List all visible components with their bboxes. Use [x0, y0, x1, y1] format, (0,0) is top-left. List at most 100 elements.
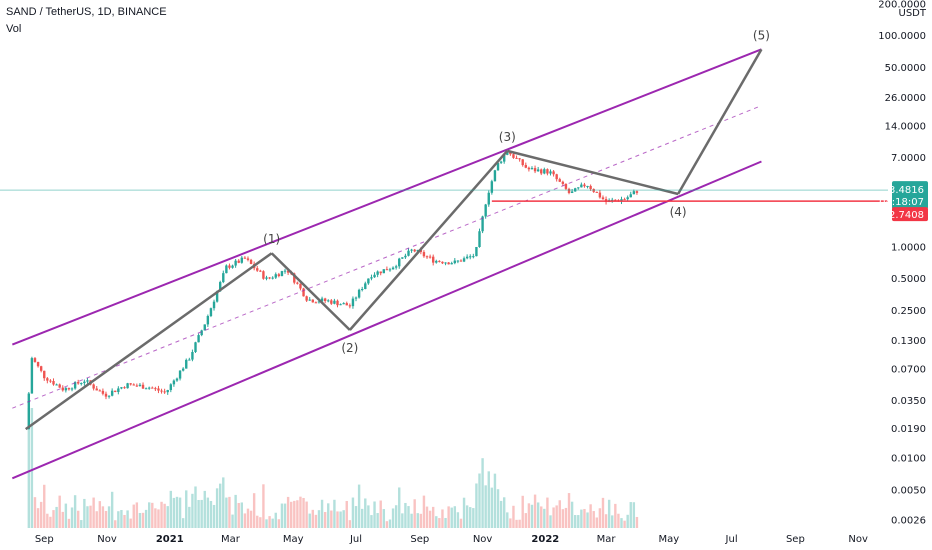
candle-body — [129, 383, 132, 385]
price-tick-label: 0.0190 — [891, 424, 926, 435]
candle-body — [311, 299, 315, 303]
volume-bar — [61, 511, 64, 528]
candle-body — [558, 179, 561, 182]
volume-bar — [487, 471, 490, 528]
volume-bar — [262, 484, 265, 528]
volume-bar — [70, 507, 74, 528]
volume-bar — [163, 503, 166, 528]
volume-bar — [567, 493, 571, 528]
level-label: 2.7408 — [889, 210, 924, 221]
volume-bar — [154, 508, 157, 528]
candle-body — [286, 270, 290, 273]
candle-body — [203, 324, 206, 331]
candle-body — [499, 161, 503, 163]
volume-bar — [342, 510, 345, 528]
candle-body — [43, 370, 46, 379]
volume-bar — [601, 497, 605, 528]
candle-body — [274, 274, 277, 278]
volume-bar — [141, 512, 145, 528]
volume-bar — [580, 509, 583, 528]
candle-body — [169, 384, 173, 391]
volume-bar — [234, 494, 237, 528]
candle-body — [438, 260, 441, 262]
candle-body — [243, 257, 247, 259]
candle-body — [181, 368, 185, 371]
candle-body — [323, 298, 327, 301]
price-scale[interactable]: 200.0000 100.0000 50.0000 26.0000 14.0000 7.0… — [878, 0, 932, 550]
candle-body — [530, 168, 534, 170]
candle-body — [475, 246, 478, 257]
volume-bar — [354, 506, 358, 528]
volume-bar — [188, 506, 191, 528]
volume-bar — [39, 501, 43, 528]
candle-body — [407, 250, 410, 256]
candle-body — [265, 277, 268, 279]
volume-indicator-label[interactable]: Vol — [6, 23, 22, 35]
volume-bar — [132, 504, 135, 528]
volume-bar — [246, 508, 250, 528]
candle-body — [518, 158, 521, 160]
volume-bar — [515, 519, 518, 528]
candle-body — [388, 269, 392, 271]
volume-bar — [367, 505, 370, 528]
volume-bar — [305, 501, 308, 528]
price-tick-label: 26.0000 — [885, 93, 926, 104]
candle-body — [580, 184, 583, 188]
time-tick-label: May — [283, 534, 304, 545]
candle-body — [345, 303, 348, 306]
candle-body — [398, 258, 401, 267]
volume-bar — [308, 513, 311, 528]
time-tick-label: Nov — [97, 534, 117, 545]
candle-body — [629, 194, 632, 198]
candle-body — [33, 358, 37, 362]
candle-body — [564, 183, 568, 189]
candle-body — [296, 282, 299, 284]
volume-bar — [573, 515, 577, 528]
candle-body — [333, 300, 336, 304]
volume-bar — [506, 512, 509, 528]
candle-body — [197, 335, 200, 343]
candle-body — [506, 152, 509, 155]
candle-body — [444, 262, 447, 264]
candle-body — [367, 278, 370, 284]
candle-body — [394, 266, 398, 268]
volume-bar — [169, 490, 173, 528]
chart-title: SAND / TetherUS, 1D, BINANCE — [6, 6, 167, 18]
volume-bar — [444, 517, 447, 528]
price-tick-label: 0.2500 — [891, 306, 926, 317]
candle-body — [543, 169, 546, 174]
volume-bar — [36, 508, 40, 528]
volume-bar — [611, 515, 614, 528]
volume-bar — [43, 484, 46, 528]
candle-body — [163, 391, 166, 393]
volume-bar — [410, 513, 413, 528]
volume-bar — [172, 497, 176, 528]
volume-bar — [311, 509, 315, 528]
volume-bar — [330, 510, 333, 528]
volume-bar — [422, 495, 426, 528]
wave-segment — [270, 252, 351, 331]
candle-body — [391, 267, 395, 270]
volume-bar — [95, 511, 98, 528]
candle-body — [185, 359, 188, 369]
volume-bar — [101, 506, 105, 528]
volume-bar — [401, 513, 404, 528]
candle-body — [95, 388, 98, 391]
time-tick-label: Sep — [410, 534, 429, 545]
candle-body — [416, 249, 419, 252]
time-scale[interactable]: Sep Nov 2021 Mar May Jul Sep Nov 2022 Mar May Jul Se… — [0, 528, 932, 550]
volume-bar — [138, 513, 142, 528]
volume-bar — [456, 512, 460, 528]
volume-bar — [83, 498, 86, 528]
volume-bar — [243, 513, 247, 528]
volume-bar — [549, 515, 552, 528]
candle-body — [626, 197, 629, 200]
candle-body — [92, 384, 95, 389]
candle-body — [114, 390, 117, 392]
volume-bar — [419, 513, 423, 528]
volume-bar — [376, 513, 379, 528]
volume-bar — [302, 497, 305, 528]
volume-bar — [327, 503, 330, 528]
price-tick-label: 7.0000 — [891, 153, 926, 164]
